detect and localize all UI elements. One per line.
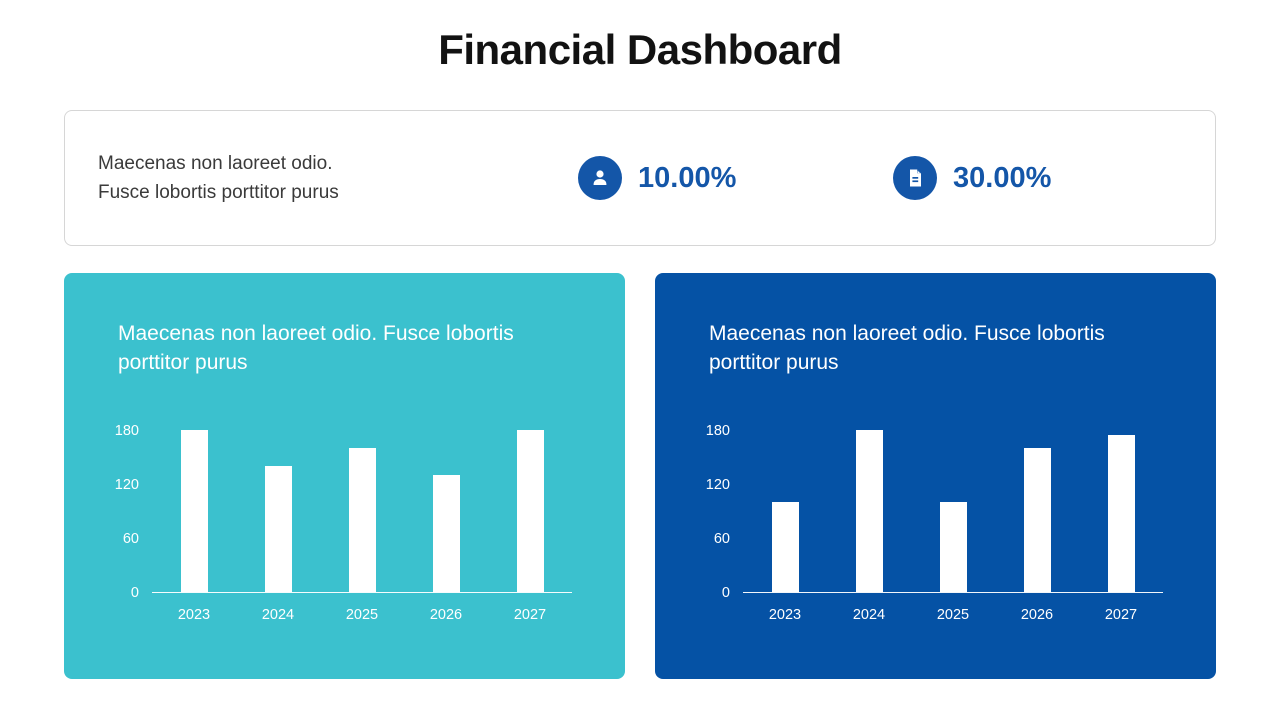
teal-chart-plot-area [152,430,572,593]
y-axis-tick-label: 180 [705,423,730,439]
bar-2026 [432,475,460,592]
x-axis-tick-label: 2027 [1104,607,1138,623]
blue-chart-plot-area [743,430,1163,593]
y-axis-tick-label: 0 [721,585,730,601]
x-axis-tick-label: 2026 [429,607,463,623]
summary-description-line1: Maecenas non laoreet odio. [98,153,333,174]
teal-chart-title: Maecenas non laoreet odio. Fusce loborti… [118,322,514,374]
bar-2025 [939,502,967,592]
y-axis-tick-label: 60 [122,531,139,547]
x-axis-tick-label: 2025 [936,607,970,623]
bar-2025 [348,448,376,592]
person-icon [578,156,622,200]
x-axis-tick-label: 2027 [513,607,547,623]
stat-users-value: 10.00% [638,161,737,194]
x-axis-tick-label: 2024 [852,607,886,623]
summary-description: Maecenas non laoreet odio. Fusce loborti… [98,149,339,207]
bar-2024 [264,466,292,592]
bar-2026 [1023,448,1051,592]
bar-2023 [180,430,208,592]
x-axis-tick-label: 2023 [177,607,211,623]
y-axis-tick-label: 120 [114,477,139,493]
bar-2024 [855,430,883,592]
stat-document: 30.00% [893,156,1051,200]
stat-document-value: 30.00% [953,161,1052,194]
summary-card: Maecenas non laoreet odio. Fusce loborti… [64,110,1216,246]
bar-2027 [1107,434,1135,592]
document-icon [893,156,937,200]
stat-users: 10.00% [578,156,736,200]
x-axis-tick-label: 2025 [345,607,379,623]
y-axis-tick-label: 0 [130,585,139,601]
chart-card-blue: Maecenas non laoreet odio. Fusce loborti… [655,273,1216,679]
teal-bar-chart: 0 60 120 180 2023 2024 2025 2026 2027 [115,423,572,623]
y-axis-tick-label: 60 [713,531,730,547]
blue-bar-chart: 0 60 120 180 2023 2024 2025 2026 2027 [706,423,1163,623]
blue-chart-title: Maecenas non laoreet odio. Fusce loborti… [709,322,1105,374]
bar-2027 [516,430,544,592]
summary-description-line2: Fusce lobortis porttitor purus [98,182,339,203]
x-axis-tick-label: 2023 [768,607,802,623]
x-axis-tick-label: 2024 [261,607,295,623]
y-axis-tick-label: 120 [705,477,730,493]
y-axis-tick-label: 180 [114,423,139,439]
bar-2023 [771,502,799,592]
chart-card-teal: Maecenas non laoreet odio. Fusce loborti… [64,273,625,679]
x-axis-tick-label: 2026 [1020,607,1054,623]
page-title: Financial Dashboard [438,26,842,73]
